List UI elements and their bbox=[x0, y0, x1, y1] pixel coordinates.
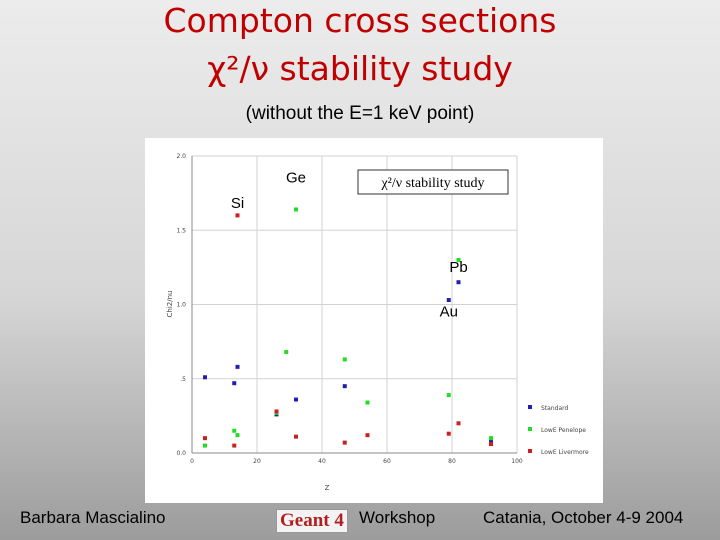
slide-title-line1: Compton cross sections bbox=[163, 1, 557, 40]
x-tick-label: 0 bbox=[190, 458, 194, 465]
legend-label: LowE Penelope bbox=[541, 427, 586, 434]
data-point-lowe-livermore bbox=[235, 213, 240, 218]
data-point-lowe-livermore bbox=[456, 421, 461, 426]
footer-conference: Catania, October 4-9 2004 bbox=[483, 508, 684, 527]
annotation-pb: Pb bbox=[449, 259, 467, 276]
y-axis-label: Chi2/nu bbox=[166, 291, 174, 318]
data-point-lowe-penelope bbox=[294, 207, 298, 212]
legend-marker bbox=[528, 427, 532, 431]
annotation-au: Au bbox=[440, 303, 458, 320]
x-tick-label: 40 bbox=[318, 458, 326, 465]
chart-title: χ²/ν stability study bbox=[380, 176, 484, 191]
data-point-standard bbox=[294, 397, 298, 402]
data-point-standard bbox=[235, 364, 240, 369]
data-point-lowe-penelope bbox=[365, 400, 370, 405]
data-point-lowe-livermore bbox=[489, 442, 493, 447]
y-tick-label: 1.0 bbox=[176, 302, 186, 309]
data-point-lowe-penelope bbox=[235, 433, 240, 438]
data-point-lowe-livermore bbox=[365, 433, 370, 438]
slide-title-line2: χ²/ν stability study bbox=[207, 49, 513, 88]
annotation-ge: Ge bbox=[286, 170, 306, 187]
chart-title-box bbox=[357, 169, 509, 195]
x-tick-label: 60 bbox=[383, 458, 391, 465]
data-point-lowe-livermore bbox=[274, 409, 279, 414]
data-point-lowe-penelope bbox=[342, 357, 347, 362]
data-point-lowe-penelope bbox=[446, 393, 451, 398]
chart-panel: 0.0 .5 1.0 1.5 2.0 0 20 40 60 80 100 Z Chi2/nu χ²/ν s… bbox=[145, 138, 603, 503]
footer-author: Barbara Mascialino bbox=[20, 508, 166, 527]
data-point-lowe-penelope bbox=[489, 436, 493, 441]
y-tick-label: 0.0 bbox=[176, 450, 186, 457]
footer-workshop: Workshop bbox=[359, 508, 436, 527]
legend-label: LowE Livermore bbox=[541, 449, 589, 456]
data-point-lowe-livermore bbox=[203, 436, 207, 441]
x-tick-label: 80 bbox=[448, 458, 456, 465]
geant4-logo: Geant 4 bbox=[276, 509, 348, 533]
x-tick-label: 20 bbox=[253, 458, 261, 465]
slide-subtitle: (without the E=1 keV point) bbox=[245, 103, 475, 124]
annotation-si: Si bbox=[231, 195, 244, 212]
x-axis-label: Z bbox=[325, 484, 330, 492]
data-point-lowe-penelope bbox=[203, 443, 207, 448]
x-tick-label: 100 bbox=[511, 458, 523, 465]
data-point-lowe-livermore bbox=[342, 440, 347, 445]
data-point-standard bbox=[456, 280, 461, 285]
data-point-standard bbox=[203, 375, 207, 380]
data-point-standard bbox=[342, 384, 347, 389]
data-point-lowe-penelope bbox=[232, 428, 237, 433]
data-point-lowe-penelope bbox=[284, 350, 289, 355]
data-point-standard bbox=[489, 439, 493, 444]
data-point-standard bbox=[232, 381, 237, 386]
data-point-standard bbox=[446, 298, 451, 303]
data-point-lowe-penelope bbox=[456, 257, 461, 262]
y-tick-label: .5 bbox=[180, 376, 186, 383]
data-point-lowe-livermore bbox=[232, 443, 237, 448]
y-tick-label: 2.0 bbox=[176, 153, 186, 160]
legend-marker bbox=[528, 405, 532, 409]
data-point-lowe-livermore bbox=[294, 434, 298, 439]
data-point-lowe-livermore bbox=[446, 431, 451, 436]
legend-label: Standard bbox=[541, 405, 568, 412]
y-tick-label: 1.5 bbox=[176, 227, 186, 234]
scatter-chart: 0.0 .5 1.0 1.5 2.0 0 20 40 60 80 100 Z Chi2/nu χ²/ν s… bbox=[166, 153, 589, 492]
legend-marker bbox=[528, 449, 532, 453]
